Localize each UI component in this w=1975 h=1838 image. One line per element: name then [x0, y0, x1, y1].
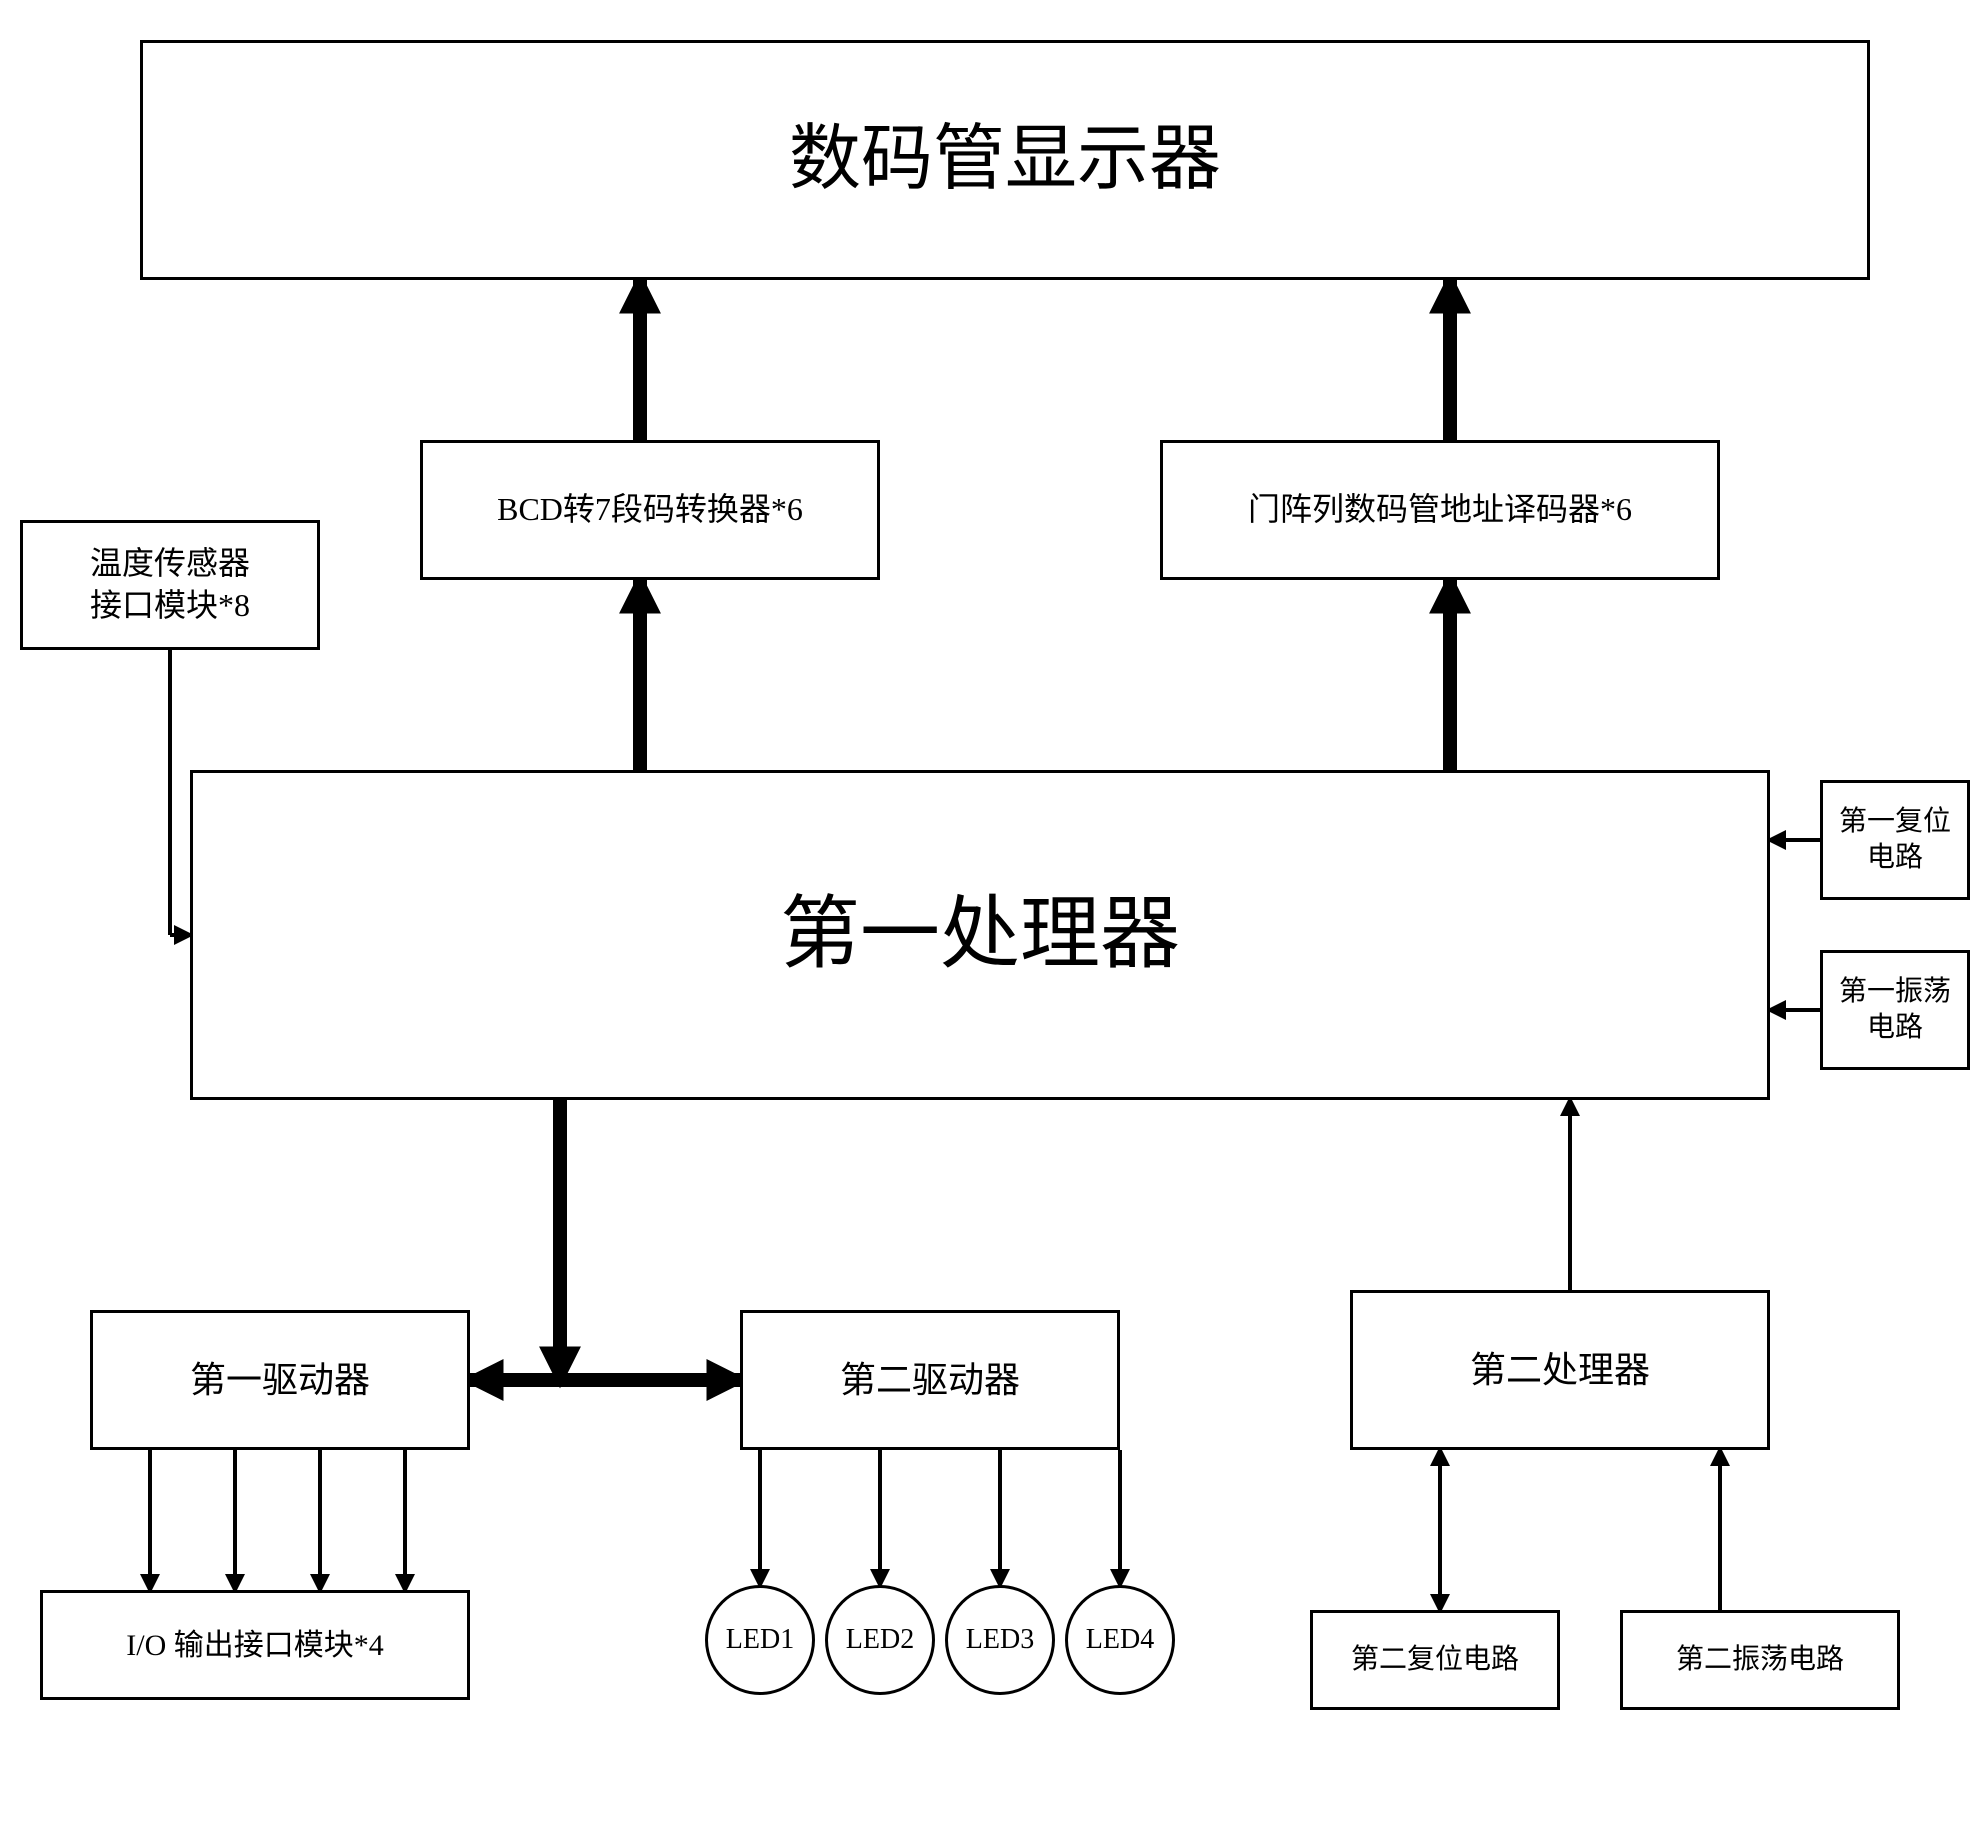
processor1-label: 第一处理器: [780, 883, 1180, 987]
osc2-label: 第二振荡电路: [1676, 1642, 1844, 1678]
led-4: LED4: [1065, 1585, 1175, 1695]
led-4-label: LED4: [1086, 1624, 1154, 1656]
driver2-label: 第二驱动器: [840, 1357, 1020, 1404]
gate-decoder-label: 门阵列数码管地址译码器*6: [1248, 489, 1632, 531]
processor2-label: 第二处理器: [1470, 1347, 1650, 1394]
driver1-label: 第一驱动器: [190, 1357, 370, 1404]
osc1-label: 第一振荡 电路: [1839, 974, 1951, 1047]
reset1-label: 第一复位 电路: [1839, 804, 1951, 877]
driver1-box: 第一驱动器: [90, 1310, 470, 1450]
led-1-label: LED1: [726, 1624, 794, 1656]
display-box: 数码管显示器: [140, 40, 1870, 280]
driver2-box: 第二驱动器: [740, 1310, 1120, 1450]
led-3-label: LED3: [966, 1624, 1034, 1656]
led-2: LED2: [825, 1585, 935, 1695]
io-module-box: I/O 输出接口模块*4: [40, 1590, 470, 1700]
gate-decoder-box: 门阵列数码管地址译码器*6: [1160, 440, 1720, 580]
bcd-converter-box: BCD转7段码转换器*6: [420, 440, 880, 580]
display-label: 数码管显示器: [789, 113, 1221, 207]
led-1: LED1: [705, 1585, 815, 1695]
osc1-box: 第一振荡 电路: [1820, 950, 1970, 1070]
processor1-box: 第一处理器: [190, 770, 1770, 1100]
bcd-converter-label: BCD转7段码转换器*6: [497, 489, 803, 531]
temp-sensor-box: 温度传感器 接口模块*8: [20, 520, 320, 650]
io-module-label: I/O 输出接口模块*4: [126, 1626, 384, 1665]
reset2-label: 第二复位电路: [1351, 1642, 1519, 1678]
led-3: LED3: [945, 1585, 1055, 1695]
led-2-label: LED2: [846, 1624, 914, 1656]
reset2-box: 第二复位电路: [1310, 1610, 1560, 1710]
reset1-box: 第一复位 电路: [1820, 780, 1970, 900]
osc2-box: 第二振荡电路: [1620, 1610, 1900, 1710]
block-diagram: 数码管显示器 BCD转7段码转换器*6 门阵列数码管地址译码器*6 温度传感器 …: [0, 0, 1975, 1838]
processor2-box: 第二处理器: [1350, 1290, 1770, 1450]
temp-sensor-label: 温度传感器 接口模块*8: [90, 543, 250, 626]
